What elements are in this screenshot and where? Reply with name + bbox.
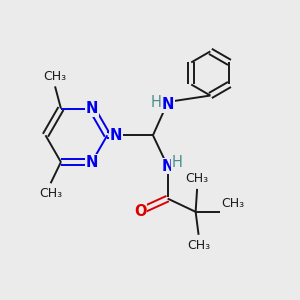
Text: H: H: [172, 155, 182, 170]
Text: CH₃: CH₃: [185, 172, 209, 185]
Text: N: N: [161, 97, 174, 112]
Text: N: N: [86, 154, 98, 169]
Text: N: N: [86, 101, 98, 116]
Text: CH₃: CH₃: [44, 70, 67, 83]
Text: H: H: [151, 94, 162, 110]
Text: CH₃: CH₃: [39, 187, 62, 200]
Text: N: N: [161, 159, 174, 174]
Text: CH₃: CH₃: [187, 239, 210, 252]
Text: CH₃: CH₃: [221, 197, 244, 210]
Text: N: N: [110, 128, 122, 143]
Text: O: O: [134, 204, 146, 219]
